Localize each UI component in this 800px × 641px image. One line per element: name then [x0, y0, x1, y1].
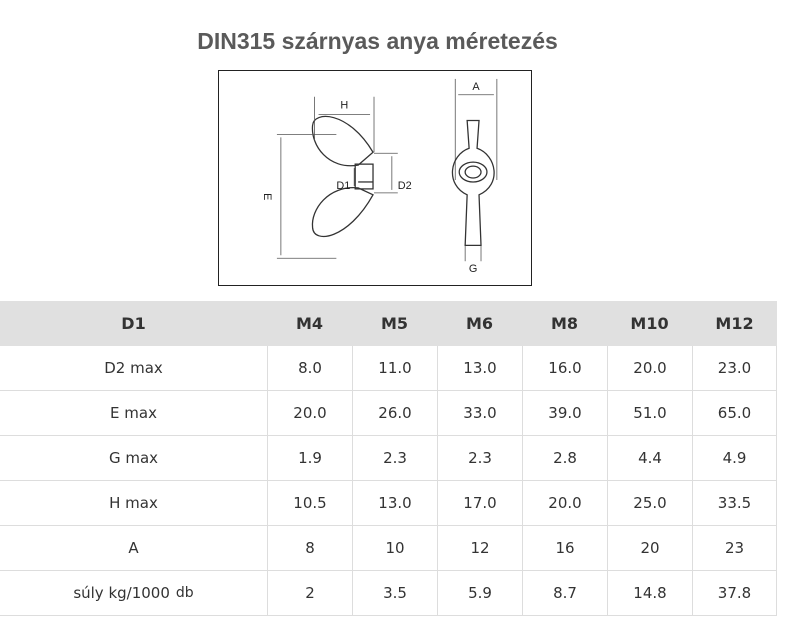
row-label: E max — [0, 391, 267, 436]
row-label: A — [0, 526, 267, 571]
row-label: D2 max — [0, 346, 267, 391]
row-label-text: E max — [110, 404, 157, 422]
page-title: DIN315 szárnyas anya méretezés — [197, 28, 558, 54]
wing-nut-drawing: H E D1 D2 A G — [261, 78, 498, 275]
table-cell: 20.0 — [267, 391, 352, 436]
header-cell: M10 — [607, 301, 692, 346]
label-h: H — [340, 100, 348, 112]
table-cell: 10 — [352, 526, 437, 571]
wing-nut-diagram: H E D1 D2 A G — [218, 70, 532, 286]
table-cell: 39.0 — [522, 391, 607, 436]
label-d1: D1 — [336, 180, 350, 192]
table-cell: 20.0 — [607, 346, 692, 391]
table-cell: 1.9 — [267, 436, 352, 481]
row-label: súly kg/1000 db — [0, 571, 267, 616]
table-cell: 23 — [692, 526, 777, 571]
table-cell: 13.0 — [437, 346, 522, 391]
label-d2: D2 — [398, 180, 412, 192]
row-label: H max — [0, 481, 267, 526]
table-cell: 2.3 — [437, 436, 522, 481]
table-cell: 2 — [267, 571, 352, 616]
header-cell: M6 — [437, 301, 522, 346]
row-label-text: súly kg/1000 — [73, 584, 170, 602]
table-cell: 5.9 — [437, 571, 522, 616]
table-cell: 10.5 — [267, 481, 352, 526]
table-cell: 2.8 — [522, 436, 607, 481]
label-e: E — [261, 193, 273, 200]
table-cell: 17.0 — [437, 481, 522, 526]
table-cell: 11.0 — [352, 346, 437, 391]
table-cell: 4.9 — [692, 436, 777, 481]
row-label-text: D2 max — [104, 359, 163, 377]
header-cell: M8 — [522, 301, 607, 346]
header-cell: M5 — [352, 301, 437, 346]
table-cell: 33.0 — [437, 391, 522, 436]
table-cell: 26.0 — [352, 391, 437, 436]
table-cell: 23.0 — [692, 346, 777, 391]
table-cell: 12 — [437, 526, 522, 571]
table-cell: 51.0 — [607, 391, 692, 436]
table-cell: 13.0 — [352, 481, 437, 526]
table-cell: 2.3 — [352, 436, 437, 481]
table-cell: 8.7 — [522, 571, 607, 616]
header-cell: M4 — [267, 301, 352, 346]
table-cell: 20 — [607, 526, 692, 571]
row-label: G max — [0, 436, 267, 481]
header-cell: M12 — [692, 301, 777, 346]
row-label-text: H max — [109, 494, 158, 512]
row-unit: db — [175, 585, 194, 601]
table-cell: 8.0 — [267, 346, 352, 391]
table-cell: 65.0 — [692, 391, 777, 436]
table-cell: 8 — [267, 526, 352, 571]
table-cell: 3.5 — [352, 571, 437, 616]
label-a: A — [472, 81, 480, 93]
table-cell: 16 — [522, 526, 607, 571]
dimensions-table: D1 M4 M5 M6 M8 M10 M12 D2 max 8.0 11.0 13.0… — [0, 301, 778, 616]
table-cell: 16.0 — [522, 346, 607, 391]
header-cell: D1 — [0, 301, 267, 346]
table-cell: 20.0 — [522, 481, 607, 526]
table-cell: 14.8 — [607, 571, 692, 616]
table-cell: 4.4 — [607, 436, 692, 481]
row-label-text: A — [128, 539, 139, 557]
table-cell: 25.0 — [607, 481, 692, 526]
table-cell: 33.5 — [692, 481, 777, 526]
row-label-text: G max — [108, 449, 159, 467]
label-g: G — [469, 263, 477, 275]
table-cell: 37.8 — [692, 571, 777, 616]
